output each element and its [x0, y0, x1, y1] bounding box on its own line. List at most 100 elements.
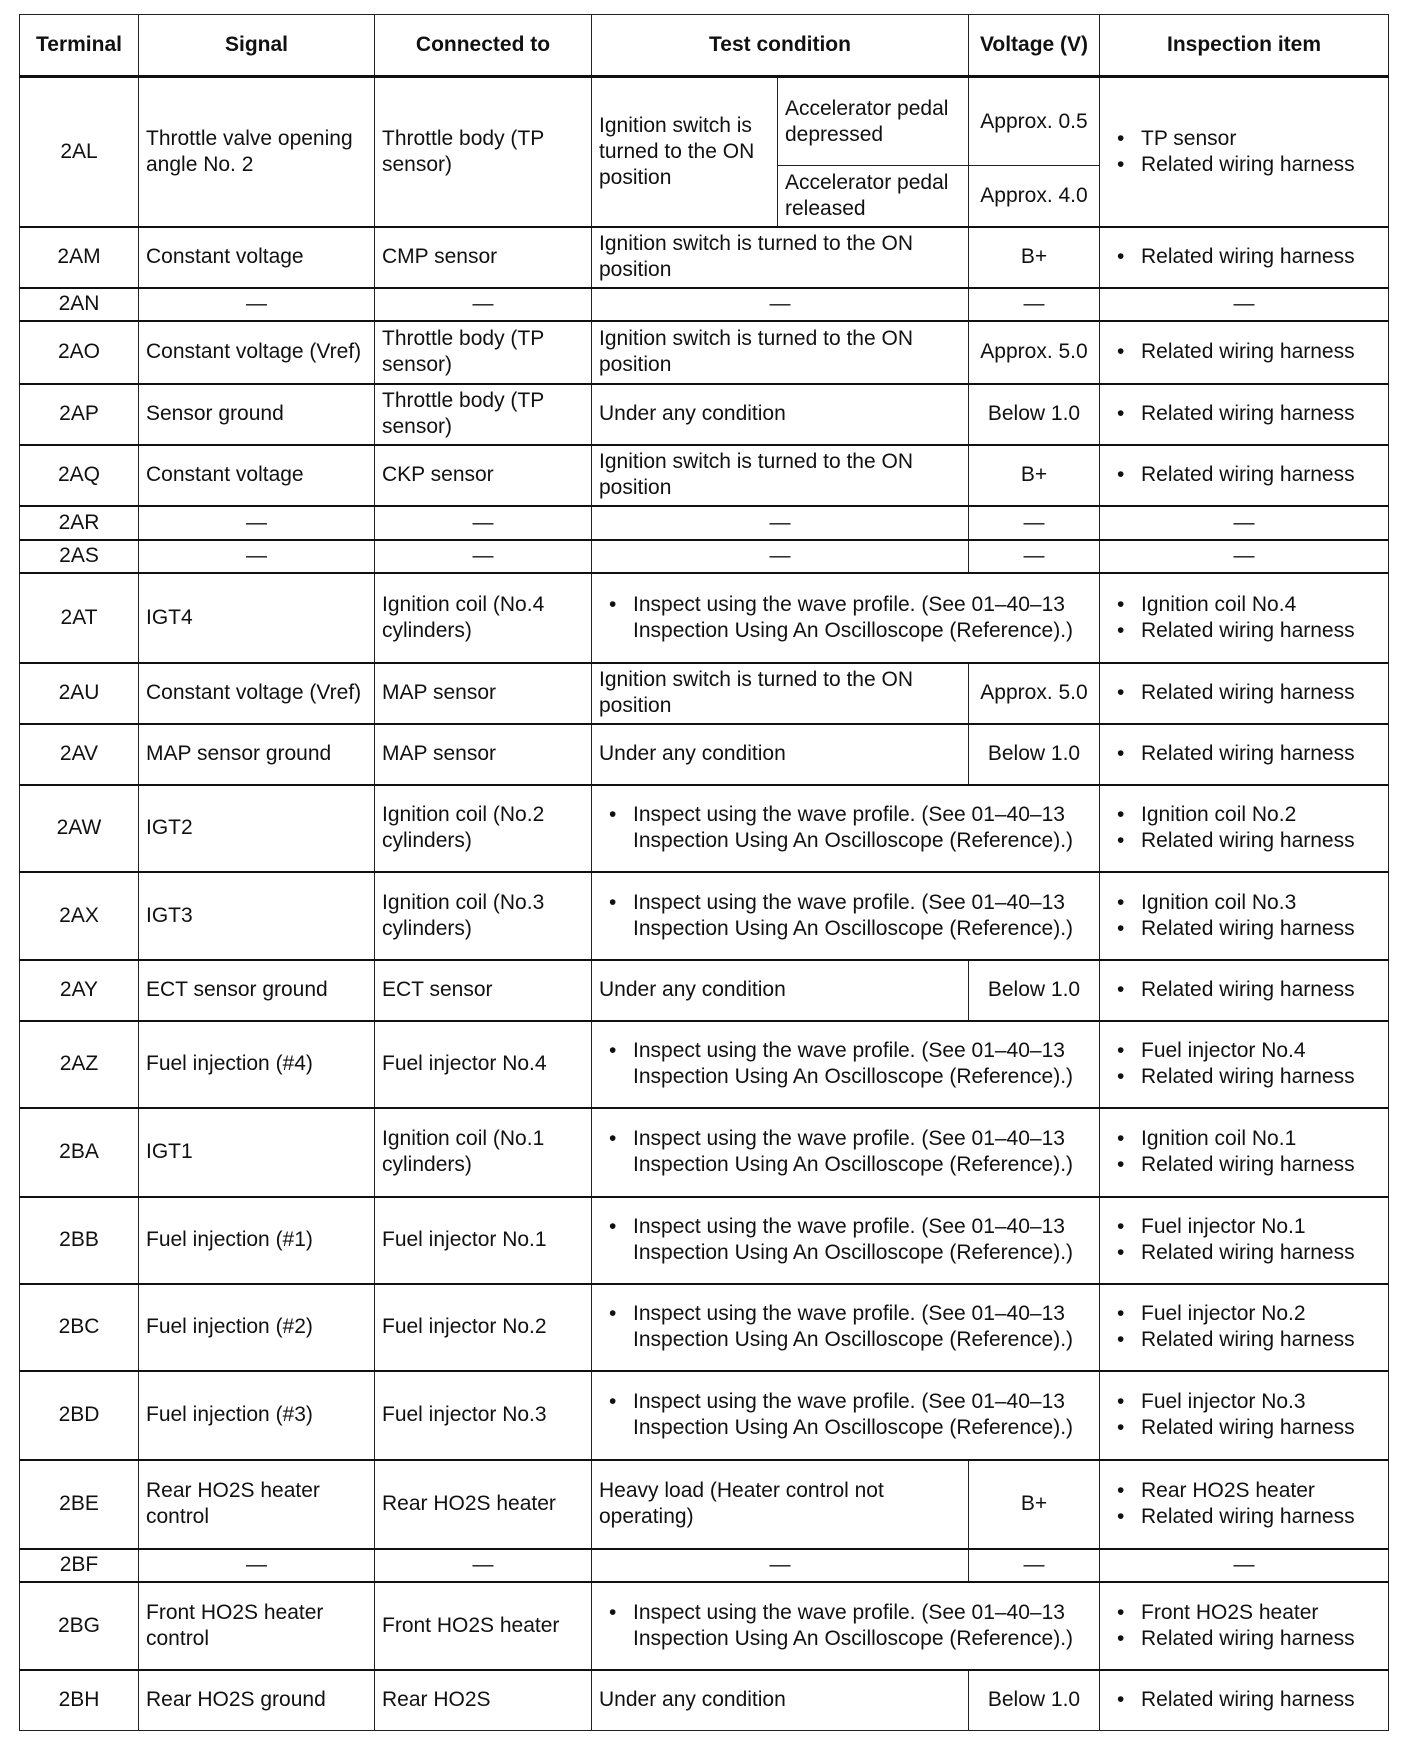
terminal-cell: 2AM — [19, 225, 139, 288]
signal-cell: — — [138, 538, 375, 573]
connected-to-cell: MAP sensor — [374, 722, 592, 785]
terminal-cell: 2AS — [19, 538, 139, 573]
test-condition-cell: Inspect using the wave profile. (See 01–… — [591, 1019, 1100, 1108]
connected-to-cell: Fuel injector No.4 — [374, 1019, 592, 1108]
signal-cell: Constant voltage (Vref) — [138, 319, 375, 384]
bullet-item: Related wiring harness — [1117, 339, 1381, 365]
bullet-list: Ignition coil No.2Related wiring harness — [1107, 802, 1381, 854]
connected-to-cell: Rear HO2S — [374, 1668, 592, 1731]
table-row: 2AS — — — — — — [19, 538, 1389, 573]
signal-cell: — — [138, 1547, 375, 1582]
bullet-item: Inspect using the wave profile. (See 01–… — [609, 1389, 1092, 1441]
table-row: 2BH Rear HO2S ground Rear HO2S Under any co… — [19, 1668, 1389, 1731]
voltage-cell: — — [968, 504, 1100, 540]
voltage-cell: Approx. 5.0 — [968, 661, 1100, 724]
terminal-cell: 2AR — [19, 504, 139, 540]
bullet-list: Inspect using the wave profile. (See 01–… — [599, 1214, 1092, 1266]
table-row: 2BB Fuel injection (#1) Fuel injector No.1… — [19, 1195, 1389, 1284]
bullet-item: Ignition coil No.1 — [1117, 1126, 1381, 1152]
terminal-cell: 2AV — [19, 722, 139, 785]
table-row: 2AU Constant voltage (Vref) MAP sensor Igni… — [19, 661, 1389, 724]
connected-to-cell: Ignition coil (No.2 cylinders) — [374, 783, 592, 872]
signal-cell: Throttle valve opening angle No. 2 — [138, 75, 375, 227]
bullet-list: Related wiring harness — [1107, 462, 1381, 488]
bullet-item: Inspect using the wave profile. (See 01–… — [609, 1126, 1092, 1178]
table-row: 2AM Constant voltage CMP sensor Ignition sw… — [19, 225, 1389, 288]
table-row: 2BD Fuel injection (#3) Fuel injector No.3… — [19, 1369, 1389, 1460]
voltage-cell: Approx. 4.0 — [968, 165, 1100, 227]
bullet-list: Ignition coil No.1Related wiring harness — [1107, 1126, 1381, 1178]
pedal-state-cell: Accelerator pedal depressed — [777, 75, 969, 166]
bullet-list: Related wiring harness — [1107, 401, 1381, 427]
bullet-item: Ignition coil No.2 — [1117, 802, 1381, 828]
table-row: 2AL Throttle valve opening angle No. 2 Thr… — [19, 75, 1389, 227]
bullet-list: Fuel injector No.2Related wiring harness — [1107, 1301, 1381, 1353]
bullet-item: Related wiring harness — [1117, 828, 1381, 854]
terminal-cell: 2BE — [19, 1458, 139, 1549]
inspection-cell: Related wiring harness — [1099, 382, 1389, 445]
connected-to-cell: CKP sensor — [374, 443, 592, 506]
bullet-item: Inspect using the wave profile. (See 01–… — [609, 1600, 1092, 1652]
bullet-item: Inspect using the wave profile. (See 01–… — [609, 1301, 1092, 1353]
connected-to-cell: MAP sensor — [374, 661, 592, 724]
bullet-item: Related wiring harness — [1117, 1504, 1381, 1530]
voltage-cell: Below 1.0 — [968, 382, 1100, 445]
bullet-item: Related wiring harness — [1117, 1152, 1381, 1178]
header-terminal: Terminal — [19, 14, 139, 78]
voltage-cell: Below 1.0 — [968, 722, 1100, 785]
signal-cell: ECT sensor ground — [138, 958, 375, 1021]
test-condition-cell: — — [591, 504, 969, 540]
header-voltage: Voltage (V) — [968, 14, 1100, 78]
inspection-cell: Rear HO2S heaterRelated wiring harness — [1099, 1458, 1389, 1549]
bullet-list: Fuel injector No.1Related wiring harness — [1107, 1214, 1381, 1266]
terminal-cell: 2AP — [19, 382, 139, 445]
bullet-list: Related wiring harness — [1107, 1687, 1381, 1713]
table-row: 2BF — — — — — — [19, 1547, 1389, 1582]
connected-to-cell: Throttle body (TP sensor) — [374, 319, 592, 384]
terminal-cell: 2BF — [19, 1547, 139, 1582]
bullet-list: Inspect using the wave profile. (See 01–… — [599, 802, 1092, 854]
connected-to-cell: — — [374, 1547, 592, 1582]
terminal-cell: 2BG — [19, 1580, 139, 1670]
bullet-list: Inspect using the wave profile. (See 01–… — [599, 1389, 1092, 1441]
signal-cell: Constant voltage (Vref) — [138, 661, 375, 724]
signal-cell: Fuel injection (#2) — [138, 1282, 375, 1371]
terminal-cell: 2BA — [19, 1106, 139, 1197]
inspection-cell: Related wiring harness — [1099, 722, 1389, 785]
signal-cell: IGT4 — [138, 571, 375, 663]
bullet-list: Fuel injector No.4Related wiring harness — [1107, 1038, 1381, 1090]
test-condition-cell: Under any condition — [591, 722, 969, 785]
voltage-cell: B+ — [968, 443, 1100, 506]
signal-cell: IGT3 — [138, 870, 375, 960]
inspection-cell: Related wiring harness — [1099, 225, 1389, 288]
test-condition-cell: Ignition switch is turned to the ON posi… — [591, 661, 969, 724]
inspection-cell: Fuel injector No.3Related wiring harness — [1099, 1369, 1389, 1460]
bullet-item: Related wiring harness — [1117, 1687, 1381, 1713]
bullet-item: Related wiring harness — [1117, 1327, 1381, 1353]
bullet-list: Ignition coil No.3Related wiring harness — [1107, 890, 1381, 942]
test-condition-cell: Heavy load (Heater control not operating… — [591, 1458, 969, 1549]
bullet-item: Inspect using the wave profile. (See 01–… — [609, 592, 1092, 644]
bullet-list: Related wiring harness — [1107, 339, 1381, 365]
signal-cell: Front HO2S heater control — [138, 1580, 375, 1670]
inspection-cell: Fuel injector No.4Related wiring harness — [1099, 1019, 1389, 1108]
pedal-state-cell: Accelerator pedal released — [777, 165, 969, 227]
terminal-inspection-table: Terminal Signal Connected to Test condit… — [19, 14, 1389, 1731]
inspection-cell: Related wiring harness — [1099, 443, 1389, 506]
signal-cell: Rear HO2S ground — [138, 1668, 375, 1731]
header-test-condition: Test condition — [591, 14, 969, 78]
signal-cell: Fuel injection (#4) — [138, 1019, 375, 1108]
terminal-cell: 2BC — [19, 1282, 139, 1371]
bullet-item: Ignition coil No.3 — [1117, 890, 1381, 916]
bullet-list: Related wiring harness — [1107, 977, 1381, 1003]
bullet-item: TP sensor — [1117, 126, 1381, 152]
inspection-cell: Ignition coil No.4Related wiring harness — [1099, 571, 1389, 663]
header-connected-to: Connected to — [374, 14, 592, 78]
test-condition-cell: Inspect using the wave profile. (See 01–… — [591, 571, 1100, 663]
bullet-item: Related wiring harness — [1117, 401, 1381, 427]
inspection-cell: — — [1099, 286, 1389, 321]
bullet-item: Related wiring harness — [1117, 152, 1381, 178]
bullet-item: Inspect using the wave profile. (See 01–… — [609, 802, 1092, 854]
